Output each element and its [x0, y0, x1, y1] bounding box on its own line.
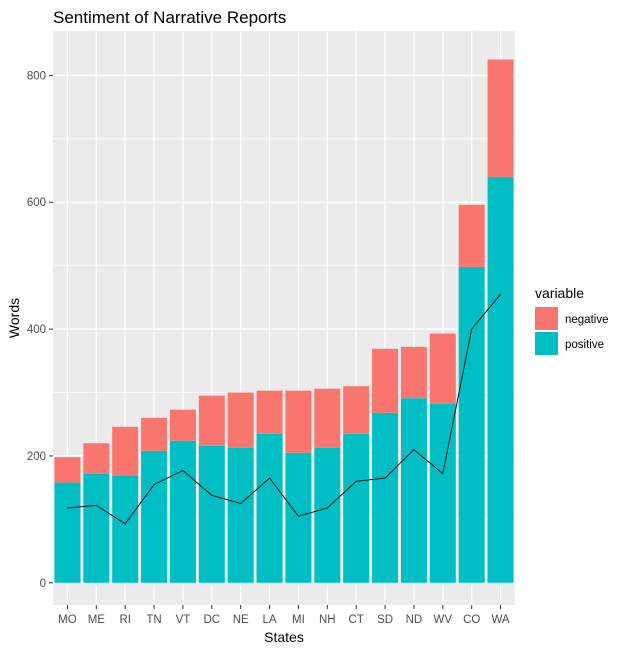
bar-positive-ri [112, 475, 139, 583]
legend-label-positive: positive [565, 339, 604, 351]
bar-positive-ct [343, 433, 370, 583]
bar-positive-nh [314, 447, 341, 583]
x-tick-label-me: ME [88, 614, 106, 626]
bars [54, 59, 514, 583]
bar-positive-vt [169, 440, 196, 583]
chart-title: Sentiment of Narrative Reports [53, 8, 286, 27]
trend-line [67, 293, 501, 525]
y-tick-label: 800 [27, 70, 46, 82]
bar-negative-ne [227, 392, 254, 448]
legend-title: variable [535, 285, 584, 301]
bar-negative-wv [429, 333, 456, 404]
legend-key-positive [535, 332, 558, 355]
bar-negative-nh [314, 388, 341, 448]
bar-positive-co [458, 266, 485, 583]
bar-positive-ne [227, 447, 254, 583]
x-tick-label-ri: RI [119, 614, 131, 626]
y-axis-title: Words [6, 298, 22, 338]
bar-negative-mi [285, 390, 312, 453]
bar-negative-wa [487, 59, 514, 177]
bar-negative-ct [343, 386, 370, 434]
y-tick-label: 600 [27, 197, 46, 209]
x-tick-label-wa: WA [492, 614, 510, 626]
bar-negative-mo [54, 457, 81, 483]
legend-key-negative [535, 307, 558, 330]
bar-positive-tn [141, 450, 168, 583]
x-tick-label-mo: MO [58, 614, 77, 626]
bar-positive-me [83, 473, 110, 583]
x-tick-label-sd: SD [377, 614, 393, 626]
x-tick-label-nh: NH [319, 614, 336, 626]
trend-line-path [67, 293, 501, 525]
legend: variable negative positive [535, 285, 608, 355]
y-tick-label: 0 [40, 578, 46, 590]
x-tick-label-la: LA [263, 614, 277, 626]
bar-negative-me [83, 443, 110, 474]
x-tick-label-ne: NE [233, 614, 249, 626]
bar-positive-mo [54, 482, 81, 583]
bar-positive-mi [285, 452, 312, 583]
x-tick-label-vt: VT [176, 614, 191, 626]
x-tick-label-nd: ND [406, 614, 423, 626]
y-axis: 0 200 400 600 800 [27, 70, 53, 590]
bar-positive-wa [487, 176, 514, 583]
bar-negative-la [256, 390, 283, 434]
bar-negative-vt [169, 409, 196, 441]
x-tick-label-wv: WV [434, 614, 453, 626]
bar-positive-la [256, 433, 283, 583]
x-tick-label-ct: CT [349, 614, 364, 626]
x-tick-label-tn: TN [146, 614, 161, 626]
x-axis: MO ME RI TN VT DC NE LA MI NH CT SD ND WV CO WA [58, 605, 510, 626]
x-tick-label-dc: DC [204, 614, 221, 626]
bar-positive-dc [198, 445, 225, 583]
bar-positive-sd [372, 412, 399, 583]
x-tick-label-mi: MI [292, 614, 305, 626]
bar-negative-nd [400, 346, 427, 399]
y-tick-label: 400 [27, 324, 46, 336]
bar-positive-nd [400, 398, 427, 583]
x-tick-label-co: CO [463, 614, 480, 626]
x-axis-title: States [264, 629, 304, 645]
bar-negative-co [458, 204, 485, 267]
y-tick-label: 200 [27, 451, 46, 463]
bar-negative-tn [141, 417, 168, 451]
bar-negative-sd [372, 348, 399, 413]
bar-positive-wv [429, 403, 456, 583]
bar-negative-ri [112, 426, 139, 476]
bar-negative-dc [198, 395, 225, 446]
legend-label-negative: negative [565, 314, 608, 326]
